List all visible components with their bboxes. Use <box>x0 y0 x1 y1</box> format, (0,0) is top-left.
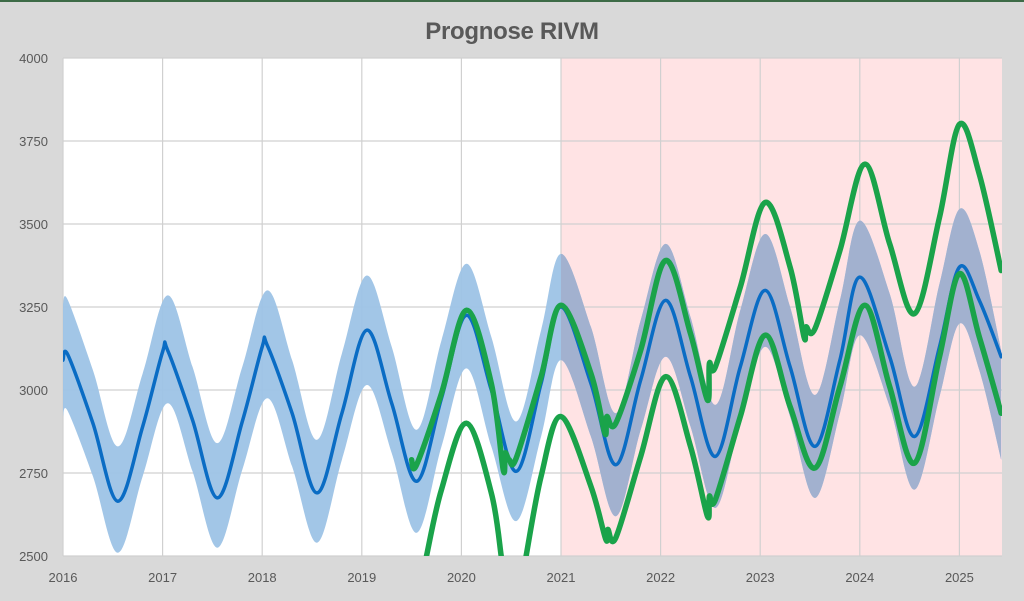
y-tick-label: 3750 <box>19 134 48 149</box>
series-confidence-band <box>63 208 1002 553</box>
x-axis-ticks: 2016 2017 2018 2019 2020 2021 2022 2023 2024 2025 <box>49 570 974 585</box>
y-tick-label: 3000 <box>19 383 48 398</box>
confidence-band-forecast <box>561 208 1002 517</box>
x-tick-label: 2022 <box>646 570 675 585</box>
chart-title: Prognose RIVM <box>425 18 599 45</box>
x-tick-label: 2017 <box>148 570 177 585</box>
x-tick-label: 2020 <box>447 570 476 585</box>
x-tick-label: 2019 <box>347 570 376 585</box>
series-lines <box>63 120 1002 556</box>
x-tick-label: 2025 <box>945 570 974 585</box>
y-tick-label: 4000 <box>19 51 48 66</box>
y-tick-label: 2750 <box>19 466 48 481</box>
prognosis-line <box>63 264 1002 503</box>
y-tick-label: 3250 <box>19 300 48 315</box>
x-tick-label: 2018 <box>248 570 277 585</box>
x-tick-label: 2023 <box>746 570 775 585</box>
y-axis-ticks: 4000 3750 3500 3250 3000 2750 2500 <box>19 51 48 564</box>
scenario-line <box>523 271 1002 556</box>
scenario-line <box>408 120 1002 476</box>
y-tick-label: 3500 <box>19 217 48 232</box>
x-tick-label: 2024 <box>845 570 874 585</box>
scenario-line <box>423 420 504 556</box>
x-tick-label: 2016 <box>49 570 78 585</box>
window-top-border <box>0 0 1024 2</box>
y-tick-label: 2500 <box>19 549 48 564</box>
x-tick-label: 2021 <box>547 570 576 585</box>
